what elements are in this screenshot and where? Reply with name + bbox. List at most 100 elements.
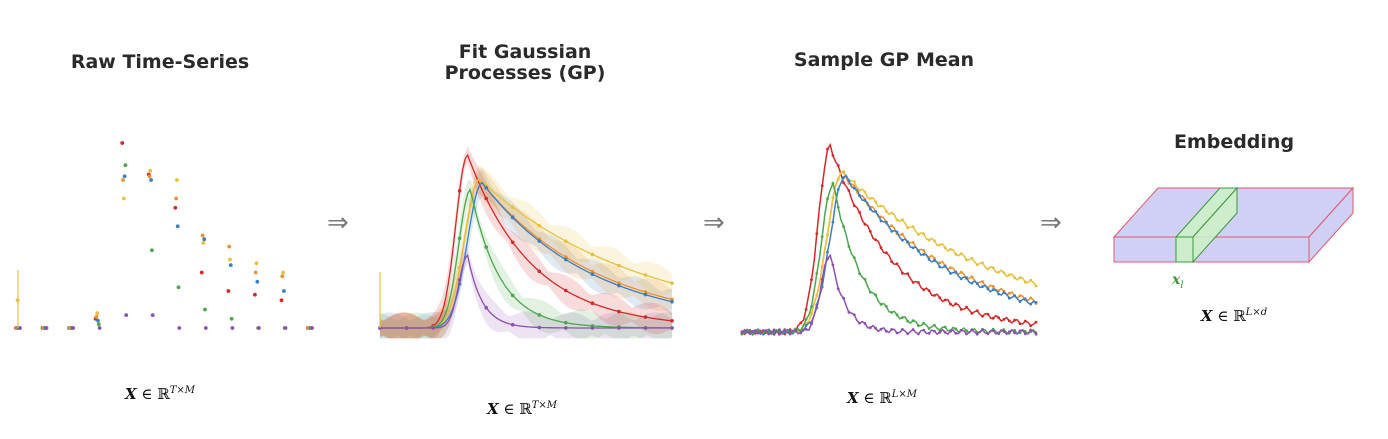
raw-point-purple xyxy=(44,326,49,330)
sample-point-red xyxy=(858,211,861,214)
sample-point-blue xyxy=(917,249,920,253)
gp-obs-purple xyxy=(510,322,515,327)
sample-point-yellow xyxy=(1034,284,1038,288)
sample-point-blue xyxy=(879,219,883,223)
sample-point-purple xyxy=(868,326,872,330)
sample-point-blue xyxy=(874,210,877,213)
sample-point-purple xyxy=(820,277,824,281)
sample-point-purple xyxy=(1023,332,1027,336)
sample-point-yellow xyxy=(943,246,947,250)
sample-point-green xyxy=(847,245,851,248)
sample-point-blue xyxy=(804,324,808,327)
sample-point-red xyxy=(917,281,920,284)
gp-band-yellow xyxy=(380,165,672,339)
embedding-box xyxy=(1112,186,1355,264)
sample-point-purple xyxy=(997,331,1000,335)
sample-point-purple xyxy=(767,332,771,336)
sample-point-purple xyxy=(1034,332,1038,336)
gp-obs-yellow xyxy=(510,205,515,209)
sample-point-green xyxy=(842,225,845,229)
sample-point-blue xyxy=(847,179,851,183)
gp-obs-blue xyxy=(617,283,621,288)
sample-point-purple xyxy=(756,331,760,335)
sample-point-purple xyxy=(745,330,749,334)
sample-point-red xyxy=(1034,320,1038,324)
sample-point-blue xyxy=(895,230,899,234)
sample-point-purple xyxy=(804,328,808,331)
sample-point-red xyxy=(933,294,936,297)
sample-point-orange xyxy=(991,285,995,288)
sample-point-yellow xyxy=(991,266,995,270)
sample-point-blue xyxy=(858,194,861,198)
math-label-raw: X ∈ ℝT×M xyxy=(124,385,196,403)
sample-point-purple xyxy=(1018,329,1022,333)
sample-point-purple xyxy=(895,331,899,335)
sample-point-yellow xyxy=(884,209,888,213)
raw-point-purple xyxy=(257,326,261,330)
sample-point-yellow xyxy=(986,267,990,271)
raw-point-orange xyxy=(94,315,99,319)
raw-point-yellow xyxy=(228,257,232,262)
sample-point-green xyxy=(810,305,813,308)
sample-point-red xyxy=(922,288,926,292)
gp-obs-yellow xyxy=(617,263,621,268)
raw-point-yellow xyxy=(175,178,179,182)
sample-point-yellow xyxy=(975,263,979,267)
raw-point-purple xyxy=(97,326,102,330)
sample-point-yellow xyxy=(1007,273,1011,277)
sample-point-yellow xyxy=(906,226,910,230)
raw-point-green xyxy=(150,248,154,253)
panel-title-sample-gp: Sample GP Mean xyxy=(793,49,975,71)
sample-point-red xyxy=(1029,324,1033,328)
sample-point-blue xyxy=(884,220,888,224)
sample-point-blue xyxy=(1007,296,1011,300)
raw-point-red xyxy=(173,205,178,210)
sample-line-orange xyxy=(741,171,1037,336)
sample-point-red xyxy=(826,147,829,151)
sample-point-blue xyxy=(938,265,942,269)
sample-point-red xyxy=(799,321,803,325)
sample-point-yellow xyxy=(949,248,952,251)
embedding-slice-label: xl xyxy=(1172,272,1184,291)
sample-point-yellow xyxy=(1013,276,1016,280)
sample-point-orange xyxy=(852,184,856,188)
sample-point-green xyxy=(863,277,867,281)
sample-point-red xyxy=(890,260,894,264)
raw-point-blue xyxy=(202,237,207,242)
raw-point-yellow xyxy=(254,261,259,266)
raw-point-blue xyxy=(282,289,286,293)
sample-point-blue xyxy=(906,240,910,244)
sample-point-green xyxy=(868,290,872,294)
sample-point-orange xyxy=(981,280,984,283)
sample-point-blue xyxy=(901,238,904,242)
raw-point-yellow xyxy=(121,196,126,201)
sample-point-purple xyxy=(879,327,883,331)
sample-point-green xyxy=(884,305,888,308)
sample-point-purple xyxy=(975,332,979,336)
sample-point-orange xyxy=(1018,294,1022,297)
gp-obs-yellow xyxy=(643,273,648,277)
sample-point-red xyxy=(981,314,984,318)
raw-point-blue xyxy=(228,263,233,267)
raw-point-red xyxy=(279,298,284,303)
sample-point-red xyxy=(975,309,979,313)
sample-point-blue xyxy=(943,264,947,268)
sample-point-orange xyxy=(901,232,904,236)
raw-point-red xyxy=(199,270,204,275)
sample-point-purple xyxy=(917,332,920,336)
sample-point-purple xyxy=(852,313,856,317)
raw-point-red xyxy=(120,141,125,145)
sample-point-orange xyxy=(949,266,952,269)
sample-point-red xyxy=(1013,318,1016,322)
math-label-fit-gp: X ∈ ℝT×M xyxy=(486,400,558,418)
gp-obs-green xyxy=(564,320,568,325)
sample-point-green xyxy=(965,329,968,333)
sample-point-green xyxy=(901,316,904,319)
sample-point-blue xyxy=(1018,300,1022,303)
sample-point-red xyxy=(831,154,835,157)
sample-point-purple xyxy=(751,330,755,333)
sample-point-blue xyxy=(852,186,856,190)
sample-point-purple xyxy=(1002,330,1006,333)
gp-obs-red xyxy=(564,288,568,293)
raw-point-purple xyxy=(124,313,129,317)
